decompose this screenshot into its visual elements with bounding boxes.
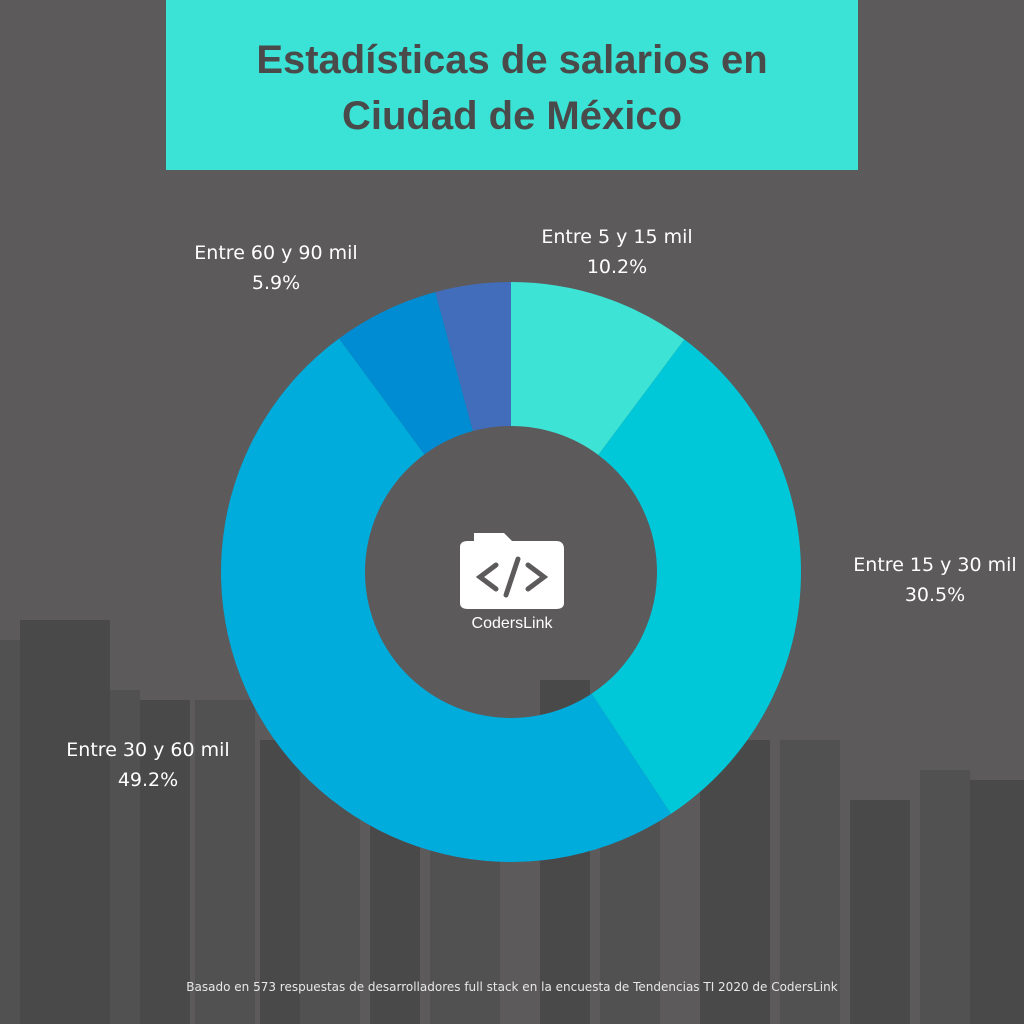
building xyxy=(850,800,910,1024)
building xyxy=(20,620,110,1024)
slice-label-1: Entre 15 y 30 mil 30.5% xyxy=(853,554,1017,606)
slice-label-3: Entre 60 y 90 mil 5.9% xyxy=(194,242,358,294)
footer-note: Basado en 573 respuestas de desarrollado… xyxy=(186,980,838,994)
donut-slice-3 xyxy=(339,292,473,455)
code-folder-icon xyxy=(460,533,564,609)
building xyxy=(140,700,190,1024)
slice-label-0: Entre 5 y 15 mil 10.2% xyxy=(541,226,693,278)
donut-slice-1 xyxy=(591,339,801,814)
slice-label-2: Entre 30 y 60 mil 49.2% xyxy=(66,739,230,791)
chart-title: Estadísticas de salarios en Ciudad de Mé… xyxy=(256,38,768,138)
donut-slice-2 xyxy=(221,338,671,863)
building xyxy=(970,780,1024,1024)
title-banner: Estadísticas de salarios en Ciudad de Mé… xyxy=(166,0,858,170)
building xyxy=(195,700,255,1024)
coderslink-logo: CodersLink xyxy=(460,533,564,633)
donut-slice-0 xyxy=(511,282,685,455)
donut-slice-4 xyxy=(435,282,511,432)
building xyxy=(260,740,300,1024)
building xyxy=(700,740,770,1024)
building xyxy=(920,770,970,1024)
building xyxy=(780,740,840,1024)
building xyxy=(110,690,140,1024)
